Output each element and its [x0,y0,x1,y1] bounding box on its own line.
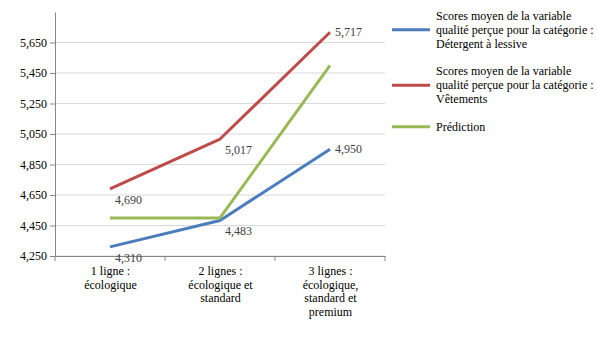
series-line [110,65,330,218]
y-tick: 5,650 [20,36,55,50]
y-tick: 4,450 [20,219,55,233]
grid-line [55,256,385,257]
grid-line [55,134,385,135]
chart: 4,250 4,450 4,650 4,850 5,050 5,250 5,450 5,650… [0,0,597,342]
y-tick-mark [50,256,55,257]
y-tick: 5,450 [20,66,55,80]
y-tick-mark [50,43,55,44]
grid-line [55,225,385,226]
data-label: 5,017 [225,143,252,157]
legend: Scores moyen de la variablequalité perçu… [392,9,594,134]
y-tick-label: 4,650 [20,188,47,202]
x-axis-line [56,256,386,257]
x-boundary-mark [55,256,56,261]
y-tick-mark [50,226,55,227]
grid-line [55,103,385,104]
data-label: 4,690 [115,193,142,207]
data-label: 4,950 [335,142,362,156]
y-tick-label: 5,050 [20,127,47,141]
y-tick-label: 4,250 [20,249,47,263]
data-label: 4,483 [225,224,252,238]
y-tick: 5,050 [20,127,55,141]
grid-line [55,73,385,74]
data-label: 4,310 [115,251,142,265]
y-tick-label: 4,850 [20,158,47,172]
x-axis: 1 ligne :écologique 2 lignes :écologique … [56,256,386,319]
x-tick: 2 lignes :écologique etstandard [188,256,253,305]
y-tick-mark [50,195,55,196]
x-tick-label: 1 ligne :écologique [84,264,137,292]
x-boundary-mark [385,256,386,261]
data-label: 5,717 [335,25,362,39]
y-tick-label: 5,250 [20,97,47,111]
legend-label: Prédiction [436,120,485,134]
legend-item: Scores moyen de la variablequalité perçu… [392,9,594,51]
x-boundaries [55,256,385,261]
grid-line [55,164,385,165]
legend-swatch [392,125,430,128]
legend-item: Scores moyen de la variablequalité perçu… [392,64,594,106]
series-line [110,149,330,247]
x-tick-label: 2 lignes :écologique etstandard [188,264,253,306]
legend-swatch [392,84,430,87]
x-boundary-mark [165,256,166,261]
y-tick: 4,850 [20,158,55,172]
y-tick: 5,250 [20,97,55,111]
legend-label: Scores moyen de la variablequalité perçu… [436,9,594,51]
y-tick-label: 4,450 [20,219,47,233]
grid [55,43,385,257]
plot: 4,250 4,450 4,650 4,850 5,050 5,250 5,450 5,650… [20,13,386,320]
x-tick: 3 lignes :écologique,standard etpremium [303,256,359,319]
y-tick-mark [50,73,55,74]
legend-swatch [392,28,430,31]
y-tick: 4,650 [20,188,55,202]
y-axis: 4,250 4,450 4,650 4,850 5,050 5,250 5,450 5,650 [20,13,56,264]
x-boundary-mark [275,256,276,261]
legend-label: Scores moyen de la variablequalité perçu… [436,64,594,106]
legend-item: Prédiction [392,120,485,134]
grid-line [55,195,385,196]
x-tick-label: 3 lignes :écologique,standard etpremium [303,264,359,319]
data-labels: 4,310 4,483 4,950 4,690 5,017 5,717 [115,25,362,265]
y-tick-mark [50,134,55,135]
y-tick-mark [50,165,55,166]
y-axis-line [55,13,56,257]
series-lines [110,32,330,247]
y-tick-label: 5,650 [20,36,47,50]
y-tick-label: 5,450 [20,66,47,80]
y-tick: 4,250 [20,249,55,263]
y-tick-mark [50,104,55,105]
grid-line [55,42,385,43]
